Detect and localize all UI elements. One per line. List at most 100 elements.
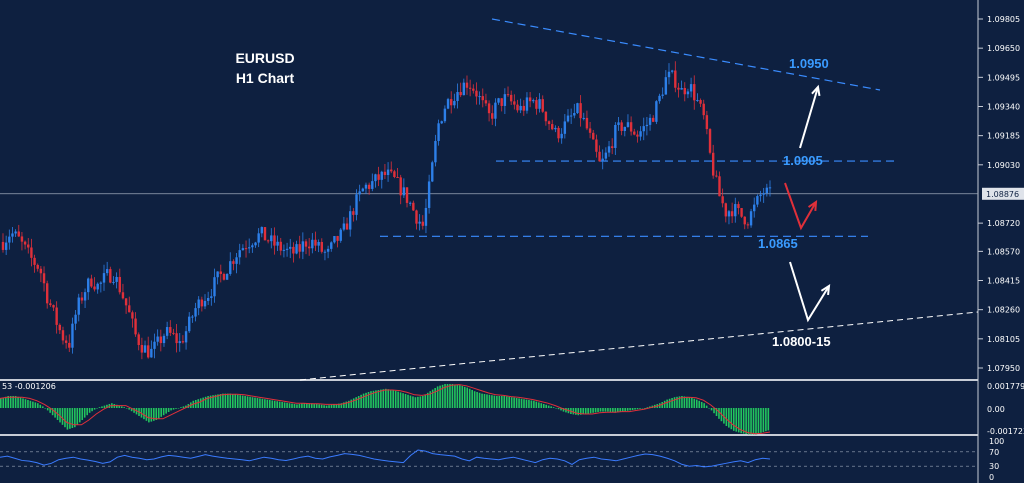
candle-body	[266, 240, 270, 242]
candle-body	[415, 210, 418, 224]
oscillator-bar	[123, 407, 125, 408]
candle-body	[645, 124, 649, 127]
candle-body	[352, 211, 355, 215]
oscillator-bar	[614, 408, 617, 413]
candle-body	[730, 211, 734, 217]
oscillator-bar	[98, 407, 101, 408]
oscillator-bar	[708, 408, 710, 409]
oscillator-bar	[542, 404, 545, 408]
red-arrow	[784, 182, 817, 231]
candle-body	[124, 298, 128, 306]
candle-body	[500, 98, 503, 106]
candle-body	[71, 323, 74, 348]
candle-body	[285, 248, 289, 250]
candle-body	[251, 245, 254, 248]
oscillator-bar	[666, 399, 668, 408]
oscillator-bar	[466, 387, 469, 408]
oscillator-bar	[525, 399, 528, 408]
candle-body	[576, 103, 579, 113]
oscillator-bar	[407, 394, 409, 408]
candle-body	[156, 336, 159, 342]
oscillator-bar	[688, 397, 691, 408]
candle-body	[544, 111, 548, 122]
oscillator-bar	[713, 408, 715, 414]
oscillator-bar	[629, 408, 631, 411]
candle-body	[150, 348, 153, 358]
candle-body	[390, 169, 393, 172]
oscillator-bar	[693, 398, 696, 408]
candle-body	[194, 308, 197, 317]
candle-body	[718, 176, 721, 197]
oscillator-bar	[17, 396, 19, 408]
white-arrow-bounce	[789, 261, 830, 323]
oscillator-bar	[32, 401, 34, 408]
candle-body	[560, 133, 563, 139]
oscillator-bar	[589, 408, 592, 414]
candle-body	[298, 244, 301, 252]
candle-body	[17, 231, 20, 237]
oscillator-bar	[318, 404, 320, 408]
oscillator-bar	[402, 393, 404, 408]
candle-body	[547, 121, 551, 125]
candle-body	[210, 296, 213, 298]
candle-body	[235, 257, 238, 264]
oscillator-bar	[412, 396, 414, 408]
candle-body	[222, 273, 226, 280]
oscillator-bar	[587, 408, 589, 414]
y-tick-label: 1.08720	[987, 219, 1020, 228]
candle-body	[402, 187, 406, 196]
oscillator-bar	[2, 397, 5, 408]
candle-body	[336, 236, 339, 241]
oscillator-bar	[624, 408, 626, 412]
y-tick-label: 1.08260	[987, 306, 1020, 315]
candle-body	[4, 242, 8, 250]
candle-body	[405, 187, 409, 203]
candle-body	[472, 88, 475, 91]
candle-body	[554, 127, 557, 130]
candle-body	[23, 241, 27, 245]
oscillator-bar	[313, 403, 316, 408]
candle-body	[197, 299, 200, 309]
candle-body	[509, 94, 513, 102]
candle-body	[96, 283, 99, 290]
candle-body	[522, 105, 526, 111]
oscillator-bar	[259, 398, 261, 408]
y-tick-label: 1.08570	[987, 247, 1020, 256]
candle-body	[393, 171, 396, 178]
y-tick-label: 1.07950	[987, 364, 1020, 373]
oscillator-bar	[498, 396, 501, 408]
oscillator-bar	[673, 397, 676, 408]
candle-body	[49, 303, 52, 306]
candle-body	[159, 336, 163, 344]
candle-body	[743, 216, 746, 225]
rsi-tick-label: 100	[989, 437, 1004, 446]
oscillator-bar	[602, 408, 604, 412]
candle-body	[68, 342, 71, 348]
chart-subtitle: H1 Chart	[235, 70, 295, 86]
candle-body	[8, 236, 11, 243]
oscillator-bar	[483, 394, 486, 408]
candle-body	[484, 100, 488, 104]
candle-body	[598, 151, 601, 162]
oscillator-bar	[212, 395, 214, 408]
oscillator-bar	[446, 384, 449, 408]
candle-body	[200, 299, 204, 307]
oscillator-bar	[634, 408, 636, 410]
candle-body	[90, 278, 93, 287]
candle-body	[749, 211, 753, 226]
oscillator-bar	[459, 385, 461, 408]
candle-body	[188, 316, 191, 332]
candle-body	[263, 227, 267, 241]
candle-body	[661, 94, 664, 96]
candle-body	[102, 273, 106, 283]
candle-body	[30, 247, 33, 258]
oscillator-bar	[755, 408, 757, 435]
candle-body	[601, 158, 604, 162]
candle-body	[181, 341, 185, 343]
candle-body	[115, 276, 118, 282]
arrow-head	[820, 284, 831, 296]
candle-body	[134, 318, 137, 335]
y-tick-label: 1.09650	[987, 44, 1020, 53]
oscillator-bar	[419, 396, 422, 408]
